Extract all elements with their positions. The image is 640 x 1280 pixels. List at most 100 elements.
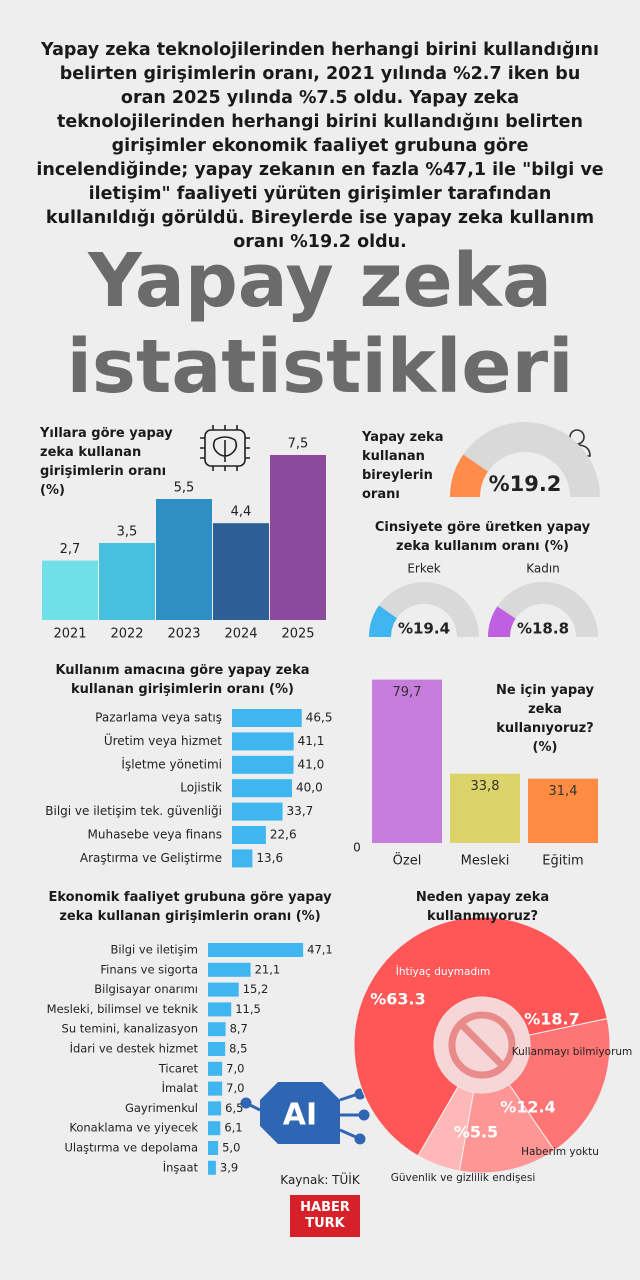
- value-label: %5.5: [454, 1123, 498, 1142]
- x-tick-label: Eğitim: [542, 854, 583, 869]
- x-tick-label: 2023: [167, 627, 200, 642]
- category-label: Konaklama ve yiyecek: [69, 1121, 198, 1135]
- chart-title: Kullanım amacına göre yapay zeka kullana…: [55, 663, 310, 697]
- value-label: 11,5: [235, 1002, 261, 1016]
- value-label: 7,5: [288, 437, 309, 452]
- chart-title: Ne için yapay zeka kullanıyoruz? (%): [495, 683, 595, 755]
- value-label: 6,5: [225, 1101, 243, 1115]
- value-label: 33,7: [287, 804, 314, 818]
- value-label: %18.8: [517, 620, 569, 638]
- value-label: 41,0: [298, 757, 325, 771]
- bar: [208, 1022, 226, 1037]
- bar: [99, 543, 155, 620]
- value-label: %19.2: [489, 472, 562, 496]
- category-label: Bilgi ve iletişim: [110, 943, 198, 957]
- bar: [156, 499, 212, 620]
- chart-title: Yıllara göre yapay zeka kullanan girişim…: [40, 426, 173, 498]
- x-tick-label: Özel: [393, 852, 422, 869]
- bar: [208, 1002, 232, 1017]
- category-label: Kadın: [526, 562, 560, 576]
- gauge-fill: [450, 454, 488, 497]
- bar: [208, 962, 251, 977]
- gauge-track: [488, 582, 598, 637]
- bar: [208, 982, 239, 997]
- ai-icon-text: AI: [283, 1098, 317, 1133]
- category-label: Bilgisayar onarımı: [94, 982, 198, 996]
- category-label: İhtiyaç duymadım: [396, 965, 491, 978]
- bar: [208, 1042, 226, 1056]
- bar: [232, 849, 253, 868]
- value-label: 79,7: [393, 685, 422, 700]
- value-label: %18.7: [524, 1010, 580, 1029]
- value-label: 40,0: [296, 781, 323, 795]
- value-label: 3,9: [220, 1160, 238, 1174]
- bar: [42, 560, 98, 620]
- bar: [208, 943, 304, 957]
- value-label: 4,4: [231, 505, 252, 520]
- value-label: 21,1: [255, 962, 281, 976]
- value-label: 2,7: [60, 542, 81, 557]
- category-label: Erkek: [407, 562, 440, 576]
- category-label: Ticaret: [158, 1061, 199, 1075]
- chip-icon: [200, 425, 250, 471]
- value-label: 8,5: [229, 1042, 247, 1056]
- bar: [208, 1141, 219, 1155]
- value-label: 33,8: [471, 779, 500, 794]
- category-label: Mesleki, bilimsel ve teknik: [47, 1002, 199, 1016]
- value-label: 22,6: [270, 828, 297, 842]
- bar: [232, 709, 302, 727]
- bar: [232, 732, 294, 751]
- category-label: Ulaştırma ve depolama: [64, 1141, 198, 1155]
- gauge-fill: [488, 606, 516, 637]
- category-label: İdari ve destek hizmet: [70, 1041, 199, 1056]
- no-sign-bar: [458, 1021, 506, 1069]
- y-tick-label: 0: [353, 841, 361, 855]
- value-label: 31,4: [549, 784, 578, 799]
- value-label: 46,5: [306, 711, 333, 725]
- category-label: Üretim veya hizmet: [104, 732, 222, 748]
- gauge-fill: [369, 605, 397, 637]
- logo-line: HABER: [300, 1200, 350, 1215]
- chart-title: Yapay zeka kullanan bireylerin oranı: [362, 430, 444, 502]
- x-tick-label: 2021: [53, 627, 86, 642]
- bar: [208, 1160, 216, 1175]
- bar: [208, 1121, 221, 1136]
- category-label: İmalat: [162, 1080, 199, 1095]
- bar: [270, 455, 326, 620]
- chart-title: Neden yapay zeka kullanmıyoruz?: [415, 890, 550, 924]
- intro-text: Yapay zeka teknolojilerinden herhangi bi…: [36, 40, 604, 252]
- category-label: Kullanmayı bilmiyorum: [512, 1046, 633, 1058]
- bar: [372, 679, 442, 843]
- gauge-track: [450, 422, 600, 497]
- category-label: Finans ve sigorta: [100, 962, 198, 976]
- bar: [208, 1081, 223, 1096]
- category-label: Muhasebe veya finans: [88, 828, 223, 842]
- value-label: 8,7: [230, 1022, 248, 1036]
- category-label: Lojistik: [180, 781, 222, 795]
- no-sign: [448, 1011, 516, 1079]
- value-label: 41,1: [298, 734, 325, 748]
- value-label: %63.3: [370, 990, 426, 1009]
- x-tick-label: Mesleki: [461, 854, 510, 869]
- chart-title: Ekonomik faaliyet grubuna göre yapay zek…: [48, 890, 332, 924]
- bar: [213, 523, 269, 620]
- bar: [232, 755, 294, 774]
- x-tick-label: 2024: [224, 627, 257, 642]
- x-tick-label: 2025: [281, 627, 314, 642]
- category-label: Haberim yoktu: [521, 1146, 599, 1158]
- bar: [450, 773, 520, 843]
- bar: [232, 826, 266, 844]
- chart-title: Cinsiyete göre üretken yapay zeka kullan…: [374, 520, 591, 554]
- bar: [208, 1101, 222, 1116]
- value-label: 7,0: [226, 1081, 244, 1095]
- value-label: 47,1: [307, 943, 333, 957]
- headline: Yapay zeka istatistikleri: [66, 238, 574, 410]
- value-label: 5,5: [174, 481, 195, 496]
- value-label: %12.4: [500, 1098, 556, 1117]
- gauge-track: [369, 582, 479, 637]
- category-label: Araştırma ve Geliştirme: [80, 851, 222, 865]
- value-label: 13,6: [256, 851, 283, 865]
- category-label: Güvenlik ve gizlilik endişesi: [391, 1172, 536, 1184]
